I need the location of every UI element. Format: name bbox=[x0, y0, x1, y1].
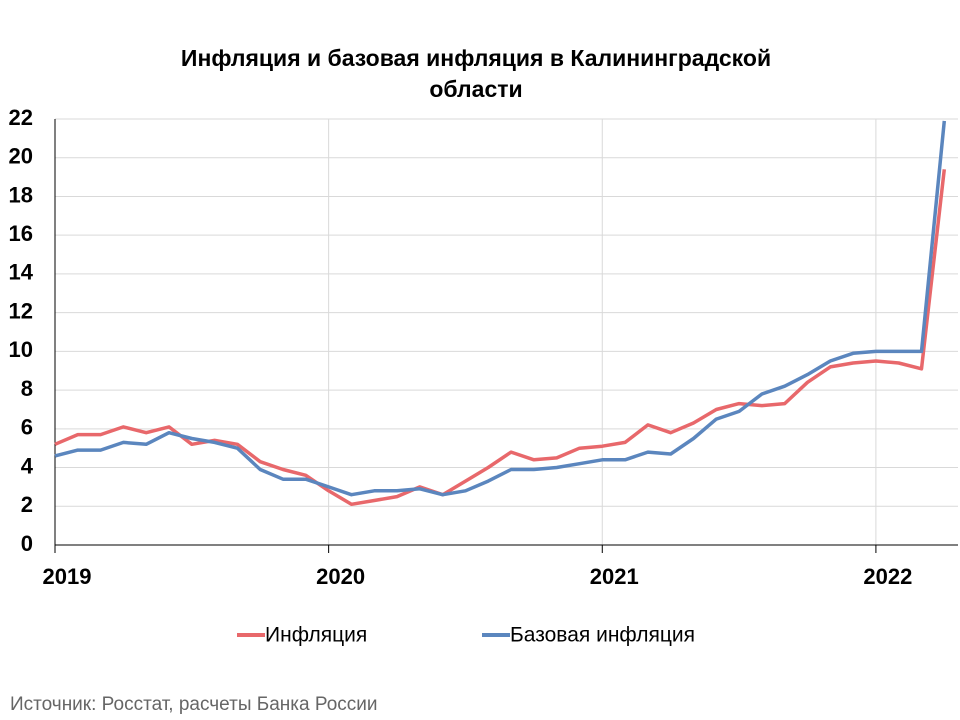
y-tick-label: 22 bbox=[9, 105, 33, 130]
x-tick-label: 2020 bbox=[316, 564, 365, 589]
series-line bbox=[54, 169, 947, 507]
y-tick-label: 20 bbox=[9, 144, 33, 169]
y-tick-label: 14 bbox=[9, 260, 34, 285]
y-tick-label: 2 bbox=[21, 492, 33, 517]
chart-title: Инфляция и базовая инфляция в Калинингра… bbox=[181, 45, 771, 71]
legend-label: Инфляция bbox=[265, 624, 367, 647]
y-tick-label: 4 bbox=[21, 453, 34, 478]
source-note: Источник: Росстат, расчеты Банка России bbox=[10, 694, 378, 715]
x-tick-label: 2021 bbox=[590, 564, 639, 589]
x-tick-label: 2019 bbox=[43, 564, 92, 589]
y-tick-label: 12 bbox=[9, 298, 33, 323]
y-tick-label: 10 bbox=[9, 337, 33, 362]
series-line bbox=[54, 120, 947, 497]
y-tick-label: 8 bbox=[21, 376, 33, 401]
chart-title: области bbox=[429, 76, 522, 102]
y-tick-label: 0 bbox=[21, 531, 33, 556]
y-tick-label: 16 bbox=[9, 221, 33, 246]
y-tick-label: 6 bbox=[21, 415, 33, 440]
y-tick-label: 18 bbox=[9, 182, 33, 207]
legend-label: Базовая инфляция bbox=[510, 624, 695, 647]
x-tick-label: 2022 bbox=[863, 564, 912, 589]
